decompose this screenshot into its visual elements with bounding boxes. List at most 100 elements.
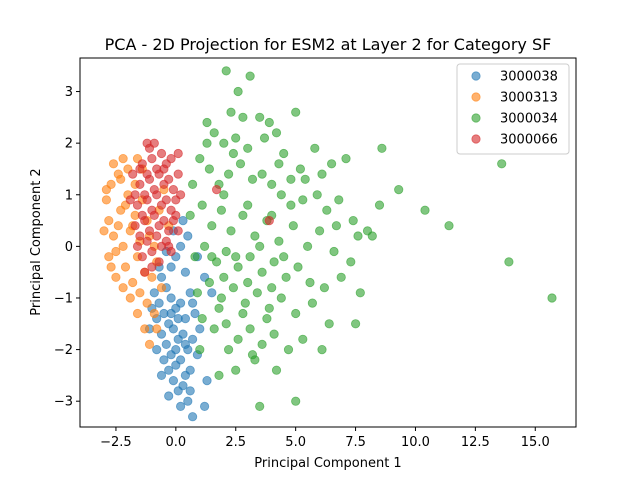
data-point (154, 257, 164, 267)
data-point (190, 252, 200, 262)
data-point (279, 148, 289, 159)
data-point (233, 334, 243, 344)
y-tick-label: 0 (65, 240, 73, 255)
data-point (291, 396, 301, 406)
data-point (355, 288, 365, 298)
data-point (164, 241, 174, 251)
series-3000066 (125, 138, 274, 277)
data-point (216, 205, 226, 215)
data-point (317, 344, 327, 355)
data-point (106, 262, 116, 272)
data-point (147, 246, 157, 257)
data-point (497, 159, 507, 169)
data-point (173, 169, 183, 179)
data-point (178, 329, 188, 339)
data-point (144, 226, 155, 236)
data-point (231, 365, 241, 375)
data-point (195, 344, 205, 355)
legend-marker (471, 113, 481, 123)
data-point (164, 365, 174, 375)
data-point (219, 138, 229, 148)
data-point (336, 272, 346, 282)
y-axis-title: Principal Component 2 (29, 168, 44, 315)
data-point (312, 190, 322, 200)
data-point (322, 205, 332, 215)
data-point (149, 210, 159, 220)
data-point (144, 143, 155, 153)
data-point (168, 185, 178, 195)
data-point (264, 117, 274, 128)
data-point (224, 344, 234, 355)
data-point (240, 298, 250, 308)
data-point (394, 185, 404, 195)
data-point (238, 308, 248, 319)
data-point (245, 71, 255, 81)
data-point (171, 210, 181, 220)
data-point (264, 216, 274, 226)
legend-marker (471, 71, 481, 81)
data-point (111, 246, 121, 257)
plot-frame (79, 57, 577, 428)
data-point (255, 241, 265, 251)
legend-label: 3000313 (500, 91, 558, 106)
data-point (147, 262, 157, 272)
data-point (130, 221, 140, 231)
y-tick-label: 1 (65, 188, 73, 203)
data-point (291, 308, 301, 319)
data-point (156, 148, 167, 159)
data-point (228, 148, 238, 159)
data-point (267, 283, 277, 293)
data-point (176, 190, 186, 200)
data-point (147, 154, 157, 164)
data-point (188, 334, 198, 344)
data-point (183, 396, 193, 406)
data-point (161, 339, 171, 349)
data-point (331, 221, 341, 231)
legend-label: 3000034 (500, 112, 558, 127)
data-point (257, 339, 267, 349)
data-point (166, 154, 176, 164)
data-point (104, 252, 114, 262)
data-point (125, 195, 135, 205)
data-point (214, 303, 224, 313)
x-tick-label: 10.0 (401, 435, 430, 450)
data-point (307, 298, 317, 308)
y-tick-label: −3 (54, 395, 73, 410)
data-point (255, 401, 265, 411)
data-point (295, 164, 305, 174)
data-point (207, 252, 217, 262)
data-point (168, 324, 178, 334)
data-point (274, 236, 284, 246)
data-point (152, 344, 162, 355)
data-point (259, 133, 270, 143)
data-point (221, 66, 231, 76)
data-point (111, 272, 121, 282)
data-point (176, 241, 186, 251)
data-point (180, 339, 190, 349)
data-point (243, 277, 253, 288)
data-point (180, 267, 190, 277)
y-axis: −3 −2 −1 0 1 2 3 (54, 85, 80, 410)
data-point (245, 252, 255, 262)
data-point (173, 148, 183, 159)
data-point (140, 216, 150, 226)
data-point (140, 324, 150, 334)
data-point (202, 138, 212, 148)
data-point (212, 185, 222, 195)
y-tick-label: −1 (54, 291, 73, 306)
data-point (108, 231, 119, 241)
data-point (305, 277, 315, 288)
data-point (140, 267, 150, 277)
data-point (238, 210, 248, 220)
legend-marker (471, 92, 481, 102)
data-point (329, 246, 339, 257)
data-point (156, 370, 167, 380)
data-point (195, 154, 205, 164)
data-point (221, 319, 231, 329)
data-point (195, 324, 205, 334)
data-point (200, 401, 210, 411)
data-point (235, 159, 246, 169)
data-point (238, 112, 248, 122)
data-point (204, 277, 214, 288)
